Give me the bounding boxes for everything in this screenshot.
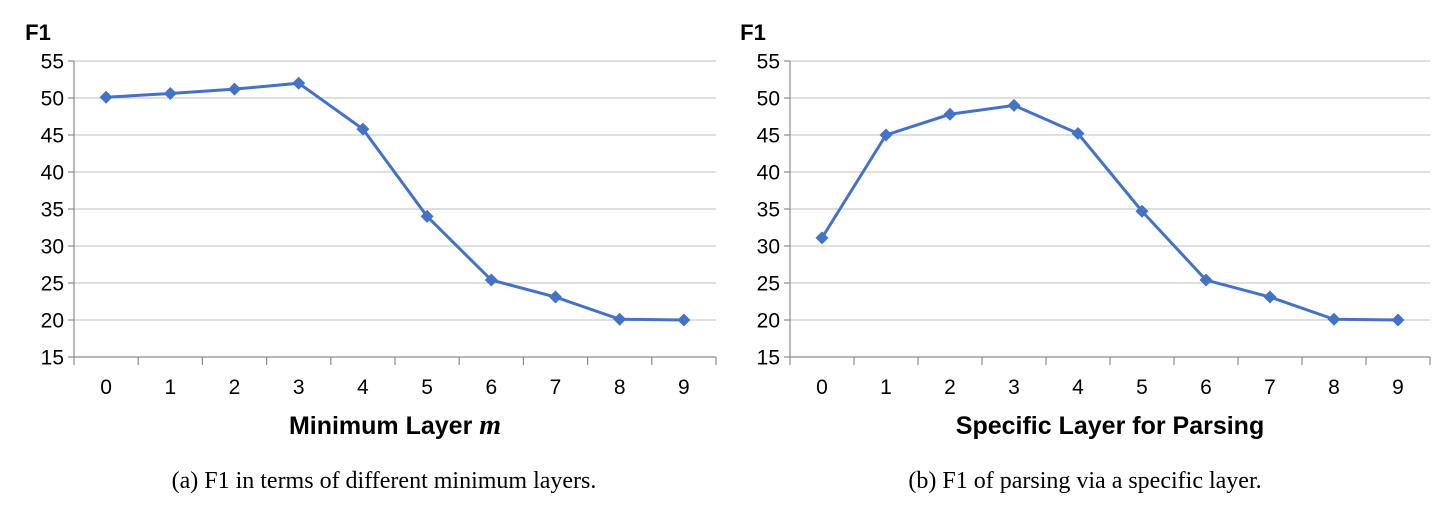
y-axis-label: F1	[25, 20, 51, 45]
data-point-3	[1007, 98, 1021, 112]
x-axis-title-variable: m	[479, 410, 501, 441]
x-tick-label-5: 5	[1136, 376, 1148, 399]
data-point-3	[292, 76, 306, 90]
data-point-0	[99, 90, 113, 104]
y-tick-label-15: 15	[757, 347, 780, 370]
data-point-4	[1071, 127, 1085, 141]
x-tick-label-3: 3	[293, 376, 305, 399]
x-tick-label-4: 4	[357, 376, 369, 399]
data-point-5	[420, 209, 434, 223]
x-tick-label-5: 5	[421, 376, 433, 399]
data-point-1	[879, 128, 893, 142]
figure-caption: (b) F1 of parsing via a specific layer.	[908, 468, 1261, 494]
data-point-8	[1327, 312, 1341, 326]
x-tick-label-1: 1	[880, 376, 892, 399]
y-tick-label-55: 55	[757, 51, 780, 74]
data-point-2	[228, 82, 241, 96]
x-tick-label-0: 0	[100, 376, 112, 399]
x-axis-title: Specific Layer for Parsing	[956, 412, 1264, 440]
series-line-0	[820, 103, 1399, 322]
x-axis-title-text: Specific Layer for Parsing	[956, 412, 1264, 440]
data-point-8	[613, 312, 627, 326]
y-tick-label-50: 50	[41, 88, 64, 111]
x-tick-label-3: 3	[1008, 376, 1020, 399]
x-tick-label-9: 9	[678, 376, 690, 399]
y-tick-label-35: 35	[41, 199, 64, 222]
data-point-9	[677, 313, 691, 327]
y-tick-label-55: 55	[41, 51, 64, 74]
data-point-2	[943, 107, 957, 121]
data-point-7	[1263, 290, 1277, 304]
x-tick-label-2: 2	[229, 376, 241, 399]
x-tick-label-8: 8	[1328, 376, 1340, 399]
series-line-0	[106, 81, 684, 322]
x-tick-label-4: 4	[1072, 376, 1084, 399]
x-tick-label-2: 2	[944, 376, 956, 399]
y-axis-label: F1	[740, 20, 766, 45]
y-tick-label-40: 40	[41, 162, 64, 185]
data-point-7	[549, 290, 562, 304]
data-point-6	[1199, 273, 1213, 287]
y-tick-label-25: 25	[41, 273, 64, 296]
x-tick-label-7: 7	[1264, 376, 1276, 399]
x-tick-label-8: 8	[614, 376, 626, 399]
y-tick-label-30: 30	[41, 236, 64, 259]
y-tick-label-20: 20	[41, 310, 64, 333]
x-tick-label-1: 1	[164, 376, 176, 399]
y-tick-label-15: 15	[41, 347, 64, 370]
y-tick-label-50: 50	[757, 88, 780, 111]
x-tick-label-6: 6	[485, 376, 497, 399]
data-point-4	[356, 122, 370, 136]
x-axis-title-text: Minimum Layer	[289, 412, 479, 440]
data-point-5	[1135, 204, 1149, 218]
y-tick-label-40: 40	[757, 162, 780, 185]
x-tick-label-6: 6	[1200, 376, 1212, 399]
y-tick-label-45: 45	[757, 125, 780, 148]
x-tick-label-0: 0	[816, 376, 828, 399]
y-tick-label-20: 20	[757, 310, 780, 333]
data-point-0	[815, 231, 829, 245]
x-tick-label-9: 9	[1392, 376, 1404, 399]
data-point-9	[1391, 313, 1405, 327]
x-axis-title: Minimum Layer m	[289, 410, 501, 441]
figure-caption: (a) F1 in terms of different minimum lay…	[172, 468, 597, 494]
y-tick-label-45: 45	[41, 125, 64, 148]
data-point-1	[163, 87, 177, 101]
y-tick-label-35: 35	[757, 199, 780, 222]
y-tick-label-30: 30	[757, 236, 780, 259]
x-tick-label-7: 7	[550, 376, 562, 399]
y-tick-label-25: 25	[757, 273, 780, 296]
data-point-6	[484, 273, 498, 287]
